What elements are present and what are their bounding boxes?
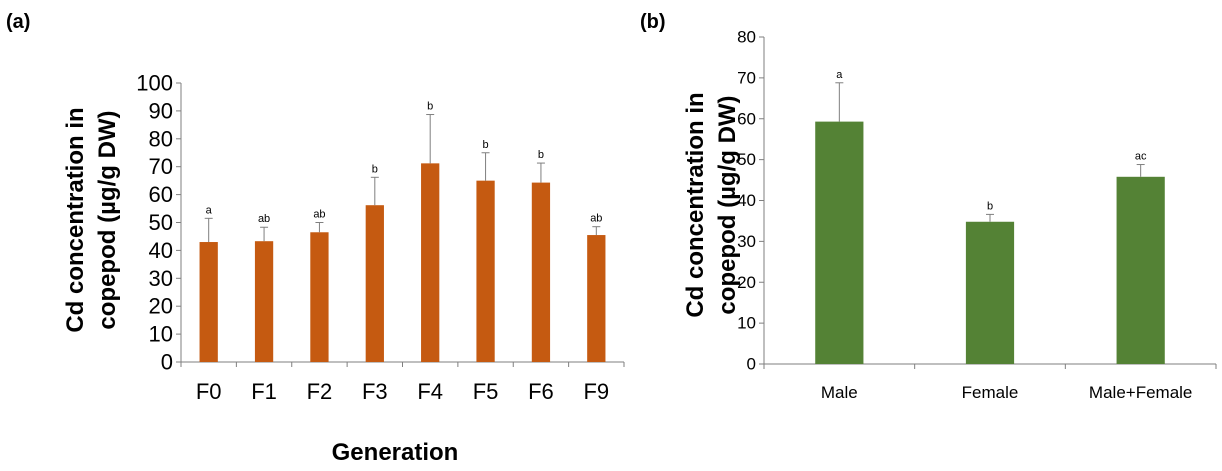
y-tick-label: 50 (149, 210, 173, 235)
panel-label-b: (b) (640, 11, 666, 33)
y-tick-label: 80 (737, 28, 756, 47)
y-tick-label: 0 (747, 355, 756, 374)
significance-label: ab (258, 213, 270, 225)
y-tick-label: 80 (149, 126, 173, 151)
bar-f9 (587, 235, 606, 362)
x-tick-label: F1 (251, 379, 277, 404)
bar-f3 (365, 205, 384, 362)
bar-female (965, 221, 1015, 364)
x-axis-label-a: Generation (332, 439, 459, 466)
x-tick-label: F0 (196, 379, 222, 404)
x-tick-label: Male (821, 383, 858, 402)
x-tick-label: Female (962, 383, 1019, 402)
y-tick-label: 50 (737, 150, 756, 169)
y-tick-label: 70 (149, 154, 173, 179)
x-tick-label: F2 (307, 379, 333, 404)
y-axis-label-a-line2: copepod (µg/g DW) (94, 110, 121, 329)
y-axis-label-b-line1: Cd concentration in (682, 92, 709, 317)
significance-label: b (372, 163, 378, 175)
significance-label: b (987, 200, 993, 212)
x-tick-label: F6 (528, 379, 554, 404)
x-tick-label: F5 (473, 379, 499, 404)
bar-male (815, 121, 864, 364)
y-tick-label: 60 (149, 182, 173, 207)
y-tick-label: 40 (149, 238, 173, 263)
plot-area-b: 0 10 20 30 40 50 60 70 80 a Male b Female ac Male+Fema… (737, 28, 1217, 402)
chart-a: (a) Cd concentration in copepod (µg/g DW… (6, 11, 625, 466)
significance-label: b (538, 149, 544, 161)
y-tick-label: 10 (149, 322, 173, 347)
y-tick-label: 0 (161, 350, 173, 375)
y-tick-label: 40 (737, 191, 756, 210)
y-axis-label-b-line2: copepod (µg/g DW) (714, 95, 741, 314)
x-tick-label: F9 (583, 379, 609, 404)
significance-label: b (427, 101, 433, 113)
significance-label: ac (1135, 151, 1147, 163)
y-tick-label: 20 (737, 273, 756, 292)
bar-f5 (476, 180, 495, 362)
significance-label: b (483, 139, 489, 151)
bar-f4 (421, 163, 440, 362)
bar-f0 (199, 242, 218, 362)
y-tick-label: 90 (149, 98, 173, 123)
bar-f2 (310, 232, 329, 362)
x-tick-label: Male+Female (1089, 383, 1192, 402)
y-tick-label: 60 (737, 109, 756, 128)
y-tick-label: 30 (149, 266, 173, 291)
significance-label: ab (313, 209, 325, 221)
y-tick-label: 70 (737, 68, 756, 87)
x-tick-label: F3 (362, 379, 388, 404)
y-tick-label: 10 (737, 314, 756, 333)
x-tick-label: F4 (417, 379, 443, 404)
y-tick-label: 100 (136, 71, 173, 96)
significance-label: a (836, 69, 843, 81)
y-tick-label: 30 (737, 232, 756, 251)
bar-male-female (1116, 176, 1165, 364)
y-axis-label-a-line1: Cd concentration in (62, 107, 89, 332)
significance-label: ab (590, 213, 602, 225)
significance-label: a (206, 204, 213, 216)
y-tick-label: 20 (149, 294, 173, 319)
chart-b: (b) Cd concentration in copepod (µg/g DW… (640, 11, 1217, 402)
panel-label-a: (a) (6, 11, 30, 33)
bar-f1 (254, 241, 274, 362)
bar-f6 (531, 182, 551, 362)
